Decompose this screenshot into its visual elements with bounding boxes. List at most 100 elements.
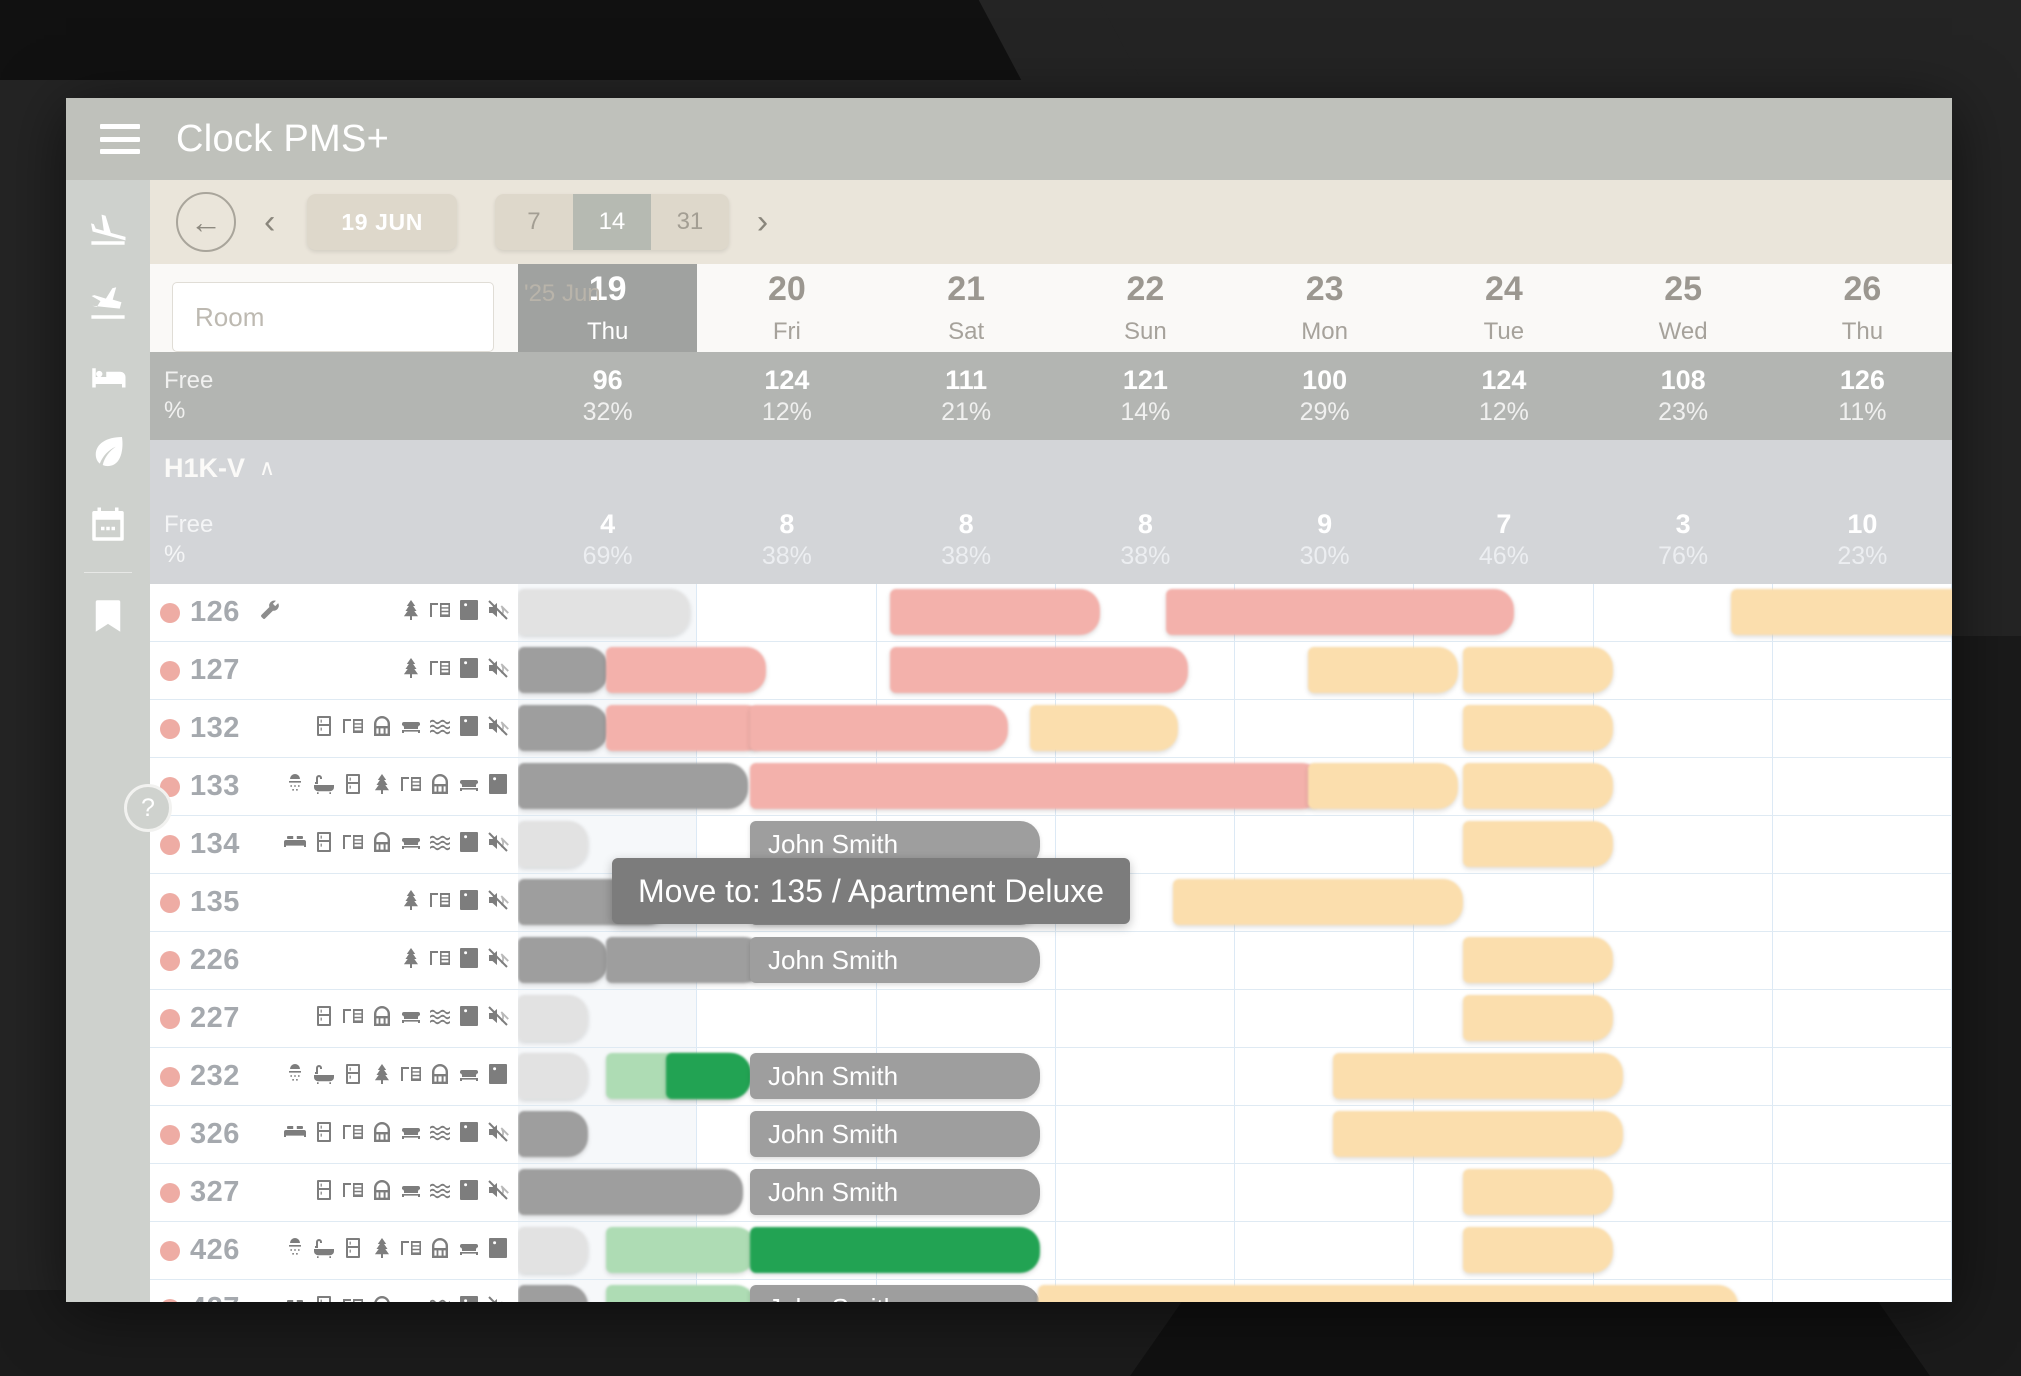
day-header-23[interactable]: 23 Mon: [1235, 264, 1414, 352]
timeline-lane[interactable]: [518, 700, 1952, 757]
reservation-bar[interactable]: [750, 763, 1322, 809]
timeline-lane[interactable]: [518, 990, 1952, 1047]
reservation-bar[interactable]: [518, 647, 608, 693]
sidebar-item-housekeeping[interactable]: [66, 416, 150, 490]
reservation-bar[interactable]: [606, 647, 766, 693]
reservation-bar[interactable]: [606, 937, 764, 983]
reservation-bar[interactable]: [1173, 879, 1463, 925]
reservation-bar[interactable]: [518, 995, 588, 1041]
table-row[interactable]: 133: [150, 758, 1952, 816]
range-option-14[interactable]: 14: [572, 194, 651, 250]
reservation-bar[interactable]: John Smith: [750, 1111, 1040, 1157]
reservation-bar[interactable]: [518, 937, 608, 983]
reservation-bar[interactable]: [1463, 763, 1613, 809]
room-cell[interactable]: 133: [150, 758, 518, 815]
reservation-bar[interactable]: [518, 1111, 588, 1157]
reservation-bar[interactable]: [606, 1285, 756, 1302]
room-cell[interactable]: 426: [150, 1222, 518, 1279]
table-row[interactable]: 232 John Smith: [150, 1048, 1952, 1106]
timeline-lane[interactable]: John Smith: [518, 1048, 1952, 1105]
table-row[interactable]: 227: [150, 990, 1952, 1048]
search-input[interactable]: [195, 301, 471, 333]
reservation-bar[interactable]: [606, 1227, 756, 1273]
reservation-bar[interactable]: [1463, 1169, 1613, 1215]
chevron-up-icon[interactable]: ∧: [259, 455, 276, 480]
table-row[interactable]: 132: [150, 700, 1952, 758]
prev-period-button[interactable]: ‹: [264, 202, 276, 241]
reservation-bar[interactable]: John Smith: [750, 1169, 1040, 1215]
reservation-bar[interactable]: [518, 763, 748, 809]
reservation-bar[interactable]: [890, 589, 1100, 635]
reservation-bar[interactable]: [1463, 937, 1613, 983]
reservation-bar[interactable]: [1463, 995, 1613, 1041]
room-cell[interactable]: 126: [150, 584, 518, 641]
room-cell[interactable]: 427: [150, 1280, 518, 1302]
reservation-bar[interactable]: John Smith: [750, 1053, 1040, 1099]
table-row[interactable]: 127: [150, 642, 1952, 700]
room-cell[interactable]: 127: [150, 642, 518, 699]
timeline-lane[interactable]: [518, 584, 1952, 641]
room-cell[interactable]: 227: [150, 990, 518, 1047]
hamburger-menu-icon[interactable]: [100, 124, 140, 154]
table-row[interactable]: 426: [150, 1222, 1952, 1280]
reservation-bar[interactable]: [750, 1227, 1040, 1273]
room-group-header[interactable]: H1K-V ∧: [150, 440, 1952, 496]
reservation-bar[interactable]: [518, 705, 608, 751]
room-cell[interactable]: 327: [150, 1164, 518, 1221]
reservation-bar[interactable]: [606, 705, 766, 751]
reservation-bar[interactable]: [1731, 589, 1952, 635]
timeline-lane[interactable]: John Smith: [518, 1280, 1952, 1302]
reservation-bar[interactable]: [518, 589, 690, 635]
room-cell[interactable]: 232: [150, 1048, 518, 1105]
reservation-bar[interactable]: [1333, 1111, 1623, 1157]
day-header-19[interactable]: 19 Thu: [518, 264, 698, 352]
wrench-icon[interactable]: [258, 598, 282, 627]
sidebar-item-bookmarks[interactable]: [66, 581, 150, 655]
day-header-21[interactable]: 21 Sat: [877, 264, 1056, 352]
room-cell[interactable]: 132: [150, 700, 518, 757]
sidebar-item-in-house[interactable]: [66, 342, 150, 416]
reservation-bar[interactable]: [1030, 705, 1178, 751]
reservation-bar[interactable]: [1308, 647, 1458, 693]
day-header-26[interactable]: 26 Thu: [1773, 264, 1952, 352]
reservation-bar[interactable]: [1166, 589, 1514, 635]
room-cell[interactable]: 226: [150, 932, 518, 989]
reservation-bar[interactable]: [1463, 821, 1613, 867]
current-date-button[interactable]: 19 JUN: [307, 194, 457, 250]
reservation-bar[interactable]: John Smith: [750, 1285, 1040, 1302]
reservation-bar[interactable]: [1038, 1285, 1738, 1302]
day-header-22[interactable]: 22 Sun: [1056, 264, 1235, 352]
next-period-button[interactable]: ›: [756, 202, 769, 241]
reservation-bar[interactable]: John Smith: [750, 937, 1040, 983]
reservation-bar[interactable]: [518, 1169, 743, 1215]
back-button[interactable]: ←: [176, 192, 236, 252]
reservation-bar[interactable]: [750, 705, 1008, 751]
help-button[interactable]: ?: [124, 784, 172, 832]
sidebar-item-calendar[interactable]: [66, 490, 150, 564]
day-header-24[interactable]: 24 Tue: [1414, 264, 1593, 352]
timeline-lane[interactable]: [518, 642, 1952, 699]
reservation-bar[interactable]: [1463, 1227, 1613, 1273]
reservation-bar[interactable]: [1463, 705, 1613, 751]
room-cell[interactable]: 135: [150, 874, 518, 931]
timeline-lane[interactable]: [518, 1222, 1952, 1279]
table-row[interactable]: 126: [150, 584, 1952, 642]
table-row[interactable]: 326 John Smith: [150, 1106, 1952, 1164]
reservation-bar[interactable]: [518, 1227, 588, 1273]
reservation-bar[interactable]: [1463, 647, 1613, 693]
timeline-lane[interactable]: [518, 758, 1952, 815]
timeline-lane[interactable]: John Smith: [518, 932, 1952, 989]
timeline-lane[interactable]: John Smith: [518, 816, 1952, 873]
sidebar-item-departures[interactable]: [66, 268, 150, 342]
reservation-bar[interactable]: [518, 1285, 588, 1302]
table-row[interactable]: 226 John Smith: [150, 932, 1952, 990]
timeline-lane[interactable]: John Smith: [518, 1106, 1952, 1163]
table-row[interactable]: 327 John Smith: [150, 1164, 1952, 1222]
table-row[interactable]: 427 John Smith: [150, 1280, 1952, 1302]
day-header-25[interactable]: 25 Wed: [1594, 264, 1773, 352]
reservation-bar[interactable]: [518, 821, 588, 867]
range-option-7[interactable]: 7: [527, 208, 541, 235]
reservation-bar[interactable]: [518, 1053, 588, 1099]
room-cell[interactable]: 134: [150, 816, 518, 873]
sidebar-item-arrivals[interactable]: [66, 194, 150, 268]
